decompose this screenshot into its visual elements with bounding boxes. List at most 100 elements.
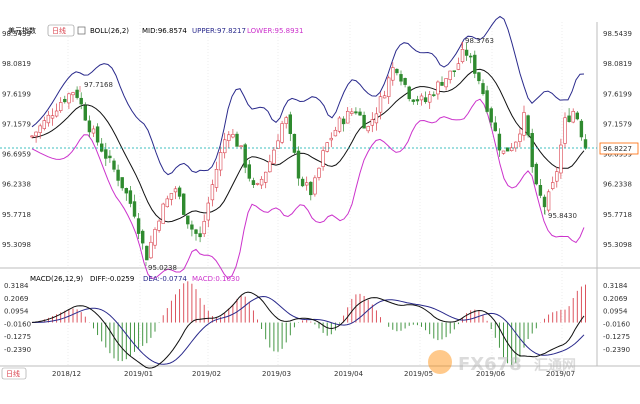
candle-down	[243, 144, 247, 168]
macd-y-axis: 0.3184 0.3184 0.2069 0.2069 0.0954 0.0954 -0.0…	[4, 282, 630, 354]
candle-up	[161, 203, 165, 224]
macd-tick-right: -0.1275	[603, 333, 630, 341]
candle-down	[116, 169, 120, 181]
candle-down	[63, 98, 67, 103]
price-tick-right: 95.3098	[603, 241, 632, 249]
boll-label: BOLL(26,2)	[90, 27, 129, 35]
candle-up	[427, 94, 432, 103]
candle-down	[177, 187, 182, 197]
candle-up	[321, 150, 325, 167]
candle-down	[440, 81, 444, 86]
candle-down	[403, 78, 407, 85]
upper-label: UPPER:97.8217	[192, 27, 246, 35]
candle-down	[182, 193, 186, 215]
candle-down	[432, 94, 436, 96]
dea-line	[32, 295, 585, 365]
candle-up	[337, 117, 342, 132]
macd-tick-left: -0.2390	[4, 346, 31, 354]
price-annotations: 97.7168 98.3763 95.0238 95.8430	[79, 37, 577, 272]
candle-down	[186, 215, 190, 225]
vertical-grid	[67, 22, 563, 366]
candle-up	[173, 188, 178, 193]
candle-up	[38, 125, 42, 133]
price-tick-left: 98.5439	[2, 30, 31, 38]
candle-down	[468, 55, 473, 58]
price-tick-right: 98.5439	[603, 30, 632, 38]
candle-down	[530, 133, 534, 168]
price-tick-right: 98.0819	[603, 60, 632, 68]
candle-up	[317, 167, 321, 178]
candle-down	[583, 139, 588, 149]
candle-up	[50, 115, 55, 119]
candle-down	[464, 49, 469, 56]
candle-up	[559, 144, 563, 174]
candle-up	[218, 152, 223, 171]
candle-up	[268, 161, 272, 173]
boll-upper-line	[31, 15, 585, 176]
candle-down	[104, 149, 108, 159]
price-tick-left: 95.7718	[2, 211, 31, 219]
candle-up	[391, 67, 395, 81]
annotation-low-2: 95.8430	[548, 212, 577, 220]
candle-up	[386, 77, 391, 97]
candle-down	[100, 143, 104, 152]
period-button[interactable]	[47, 24, 75, 37]
candle-down	[292, 133, 297, 153]
candle-up	[514, 141, 518, 149]
x-tick-label: 2018/12	[52, 370, 81, 378]
candle-down	[198, 233, 202, 238]
macd-tick-left: 0.3184	[4, 282, 29, 290]
candle-down	[473, 54, 477, 74]
candle-down	[95, 126, 100, 143]
annotation-high-2: 98.3763	[465, 37, 494, 45]
candle-up	[280, 123, 284, 143]
diff-line	[31, 291, 585, 369]
candle-down	[120, 177, 124, 189]
diff-label: DIFF:-0.0259	[90, 275, 134, 283]
candle-up	[382, 95, 387, 99]
x-tick-label: 2019/01	[124, 370, 153, 378]
candle-down	[358, 111, 362, 116]
candle-down	[395, 68, 399, 74]
candle-up	[34, 131, 38, 137]
candle-up	[157, 220, 161, 231]
candle-down	[190, 224, 194, 230]
watermark-text: FX678	[458, 354, 522, 375]
candle-down	[407, 86, 411, 100]
candle-up	[304, 182, 309, 186]
candle-down	[87, 120, 92, 133]
candle-up	[436, 81, 440, 95]
x-period-button[interactable]	[1, 367, 27, 380]
candle-up	[71, 92, 75, 96]
candle-up	[58, 102, 63, 111]
candle-up	[325, 142, 329, 152]
candle-down	[477, 72, 481, 82]
x-tick-label: 2019/04	[334, 370, 364, 378]
candle-down	[75, 89, 79, 98]
candle-down	[124, 188, 129, 194]
candle-down	[108, 155, 112, 159]
x-tick-label: 2019/05	[404, 370, 433, 378]
candle-down	[411, 99, 415, 102]
candle-up	[202, 221, 206, 235]
candle-up	[42, 120, 47, 129]
candle-down	[481, 83, 485, 95]
candle-down	[251, 180, 256, 185]
x-period-label: 日线	[6, 369, 20, 378]
price-tick-right: 97.1579	[603, 120, 632, 128]
candle-down	[247, 164, 251, 179]
candle-down	[567, 115, 571, 122]
candle-up	[231, 134, 235, 138]
candle-down	[235, 133, 239, 147]
price-tick-left: 96.2338	[2, 181, 31, 189]
current-price-value: 96.8227	[603, 145, 632, 153]
candle-down	[452, 70, 456, 72]
candle-down	[112, 160, 116, 170]
candle-up	[378, 96, 383, 113]
indicator-toggle[interactable]	[77, 26, 86, 35]
macd-value-label: MACD:0.1030	[192, 275, 240, 283]
candle-up	[374, 113, 379, 124]
candle-up	[67, 93, 71, 104]
